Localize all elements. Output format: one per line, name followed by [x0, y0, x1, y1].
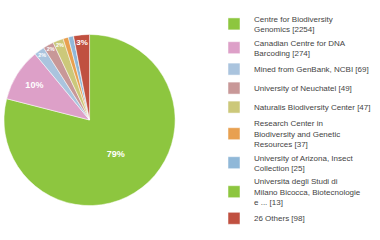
svg-text:79%: 79%: [107, 149, 125, 159]
svg-text:University of Arizona, InsectC: University of Arizona, InsectCollection …: [254, 154, 353, 173]
svg-text:Centre for BiodiversityGenomic: Centre for BiodiversityGenomics [2254]: [254, 15, 333, 34]
svg-text:Naturalis Biodiversity Center: Naturalis Biodiversity Center [47]: [254, 103, 371, 112]
svg-text:3%: 3%: [76, 38, 88, 47]
svg-text:Universita degli Studi diMilan: Universita degli Studi diMilano Bicocca,…: [254, 177, 361, 207]
svg-text:2%: 2%: [38, 52, 46, 58]
svg-text:10%: 10%: [25, 80, 43, 90]
svg-text:Canadian Centre for DNABarcodi: Canadian Centre for DNABarcoding [274]: [254, 39, 346, 58]
svg-text:Mined from GenBank, NCBI [69]: Mined from GenBank, NCBI [69]: [254, 65, 369, 74]
svg-text:Research Center inBiodiversity: Research Center inBiodiversity and Genet…: [254, 119, 340, 149]
svg-text:26 Others [98]: 26 Others [98]: [254, 214, 305, 223]
svg-text:University of Neuchatel [49]: University of Neuchatel [49]: [254, 84, 352, 93]
svg-text:2%: 2%: [47, 46, 55, 52]
svg-text:2%: 2%: [56, 42, 64, 48]
